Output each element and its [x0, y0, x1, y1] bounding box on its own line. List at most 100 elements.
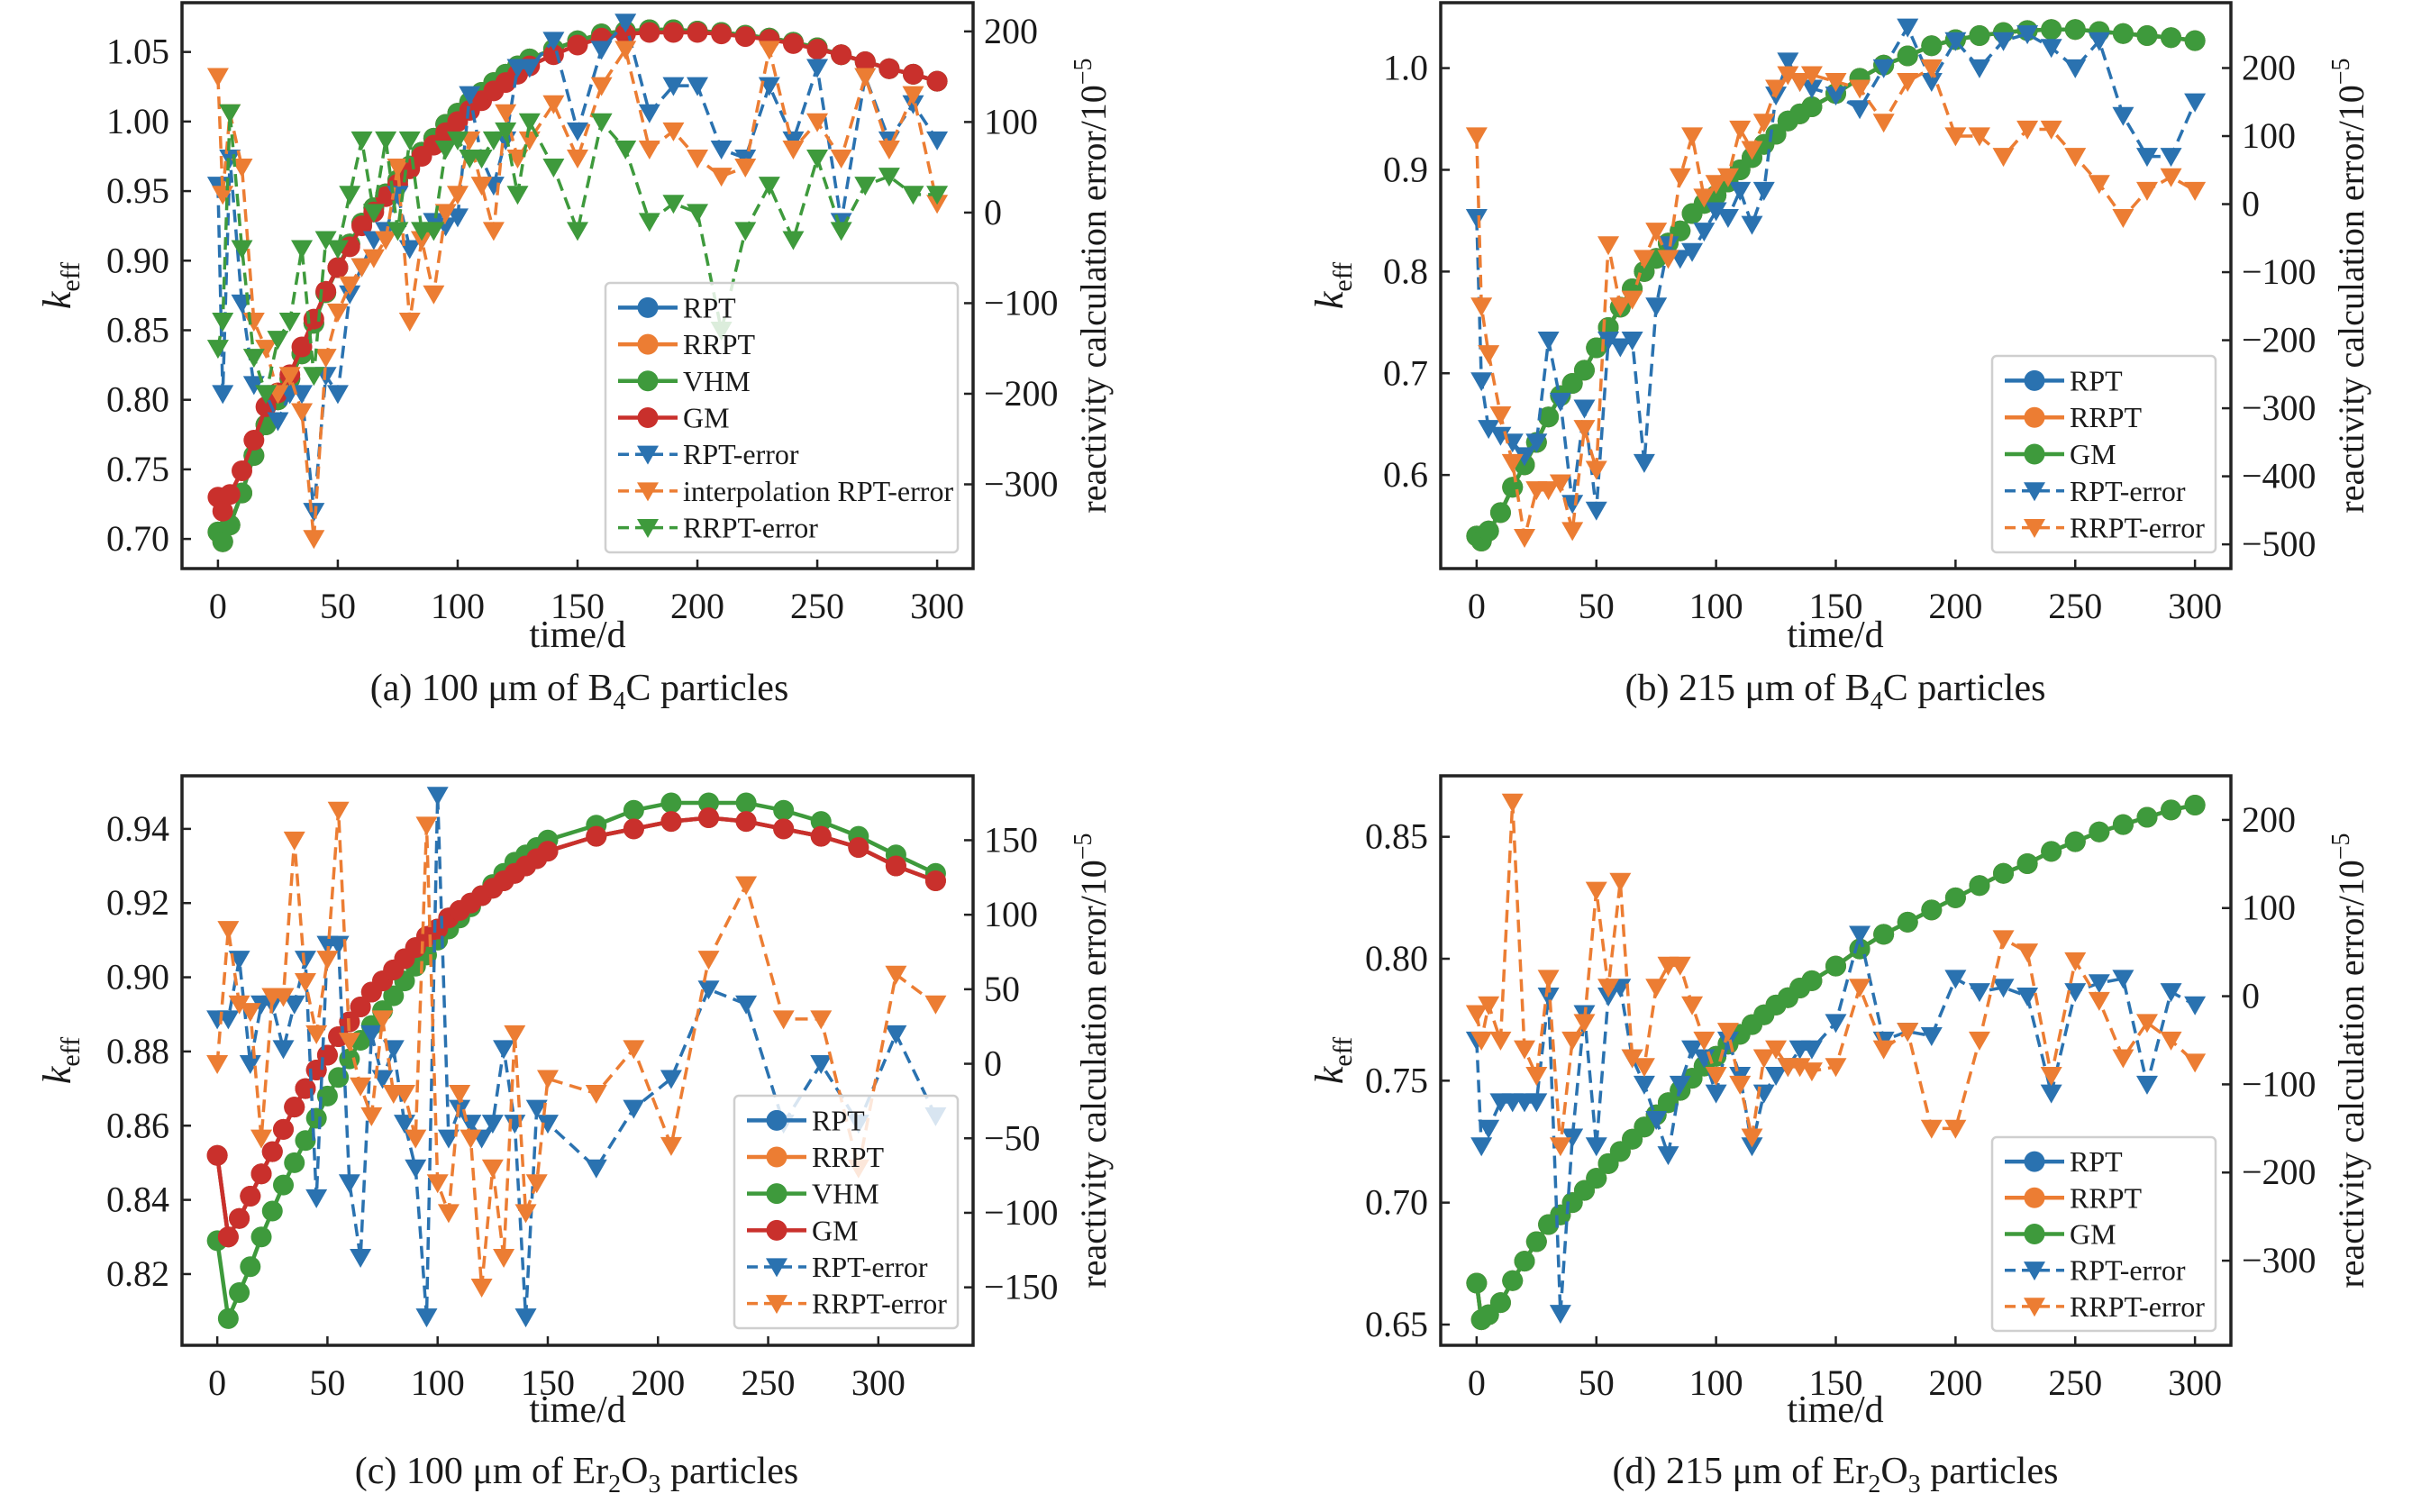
series-line: [217, 795, 937, 1317]
x-tick-label: 100: [411, 1362, 465, 1403]
data-point-triangle: [1920, 59, 1943, 78]
data-point-circle: [212, 531, 233, 552]
y-tick-label: 0.80: [1365, 938, 1428, 979]
data-point-triangle: [697, 951, 720, 970]
legend-marker-triangle: [2024, 1262, 2045, 1281]
data-point-circle: [291, 336, 313, 358]
data-point-triangle: [423, 222, 445, 241]
data-point-triangle: [506, 186, 529, 205]
x-tick-label: 200: [631, 1362, 685, 1403]
data-point-triangle: [1872, 1040, 1895, 1060]
legend-marker-circle: [766, 1109, 787, 1131]
data-point-triangle: [350, 1077, 372, 1097]
data-point-triangle: [590, 113, 613, 132]
y-tick-label: 0.88: [106, 1031, 169, 1071]
data-point-circle: [662, 22, 684, 43]
data-point-triangle: [314, 231, 337, 250]
legend-marker-circle: [766, 1146, 787, 1168]
x-tick-label: 300: [851, 1362, 906, 1403]
data-point-triangle: [212, 312, 234, 332]
x-tick-label: 0: [208, 1362, 226, 1403]
data-point-triangle: [1657, 236, 1679, 256]
data-point-triangle: [493, 1040, 515, 1060]
x-tick-label: 100: [1689, 586, 1743, 626]
y2-axis-label-sup: −5: [1069, 833, 1097, 860]
data-point-circle: [1873, 924, 1895, 945]
data-point-triangle: [1470, 1137, 1493, 1157]
y2-tick-label: −150: [984, 1267, 1059, 1307]
data-point-triangle: [338, 1174, 360, 1194]
legend-label: RPT-error: [2070, 1254, 2186, 1287]
data-point-triangle: [1705, 175, 1727, 195]
data-point-circle: [687, 22, 708, 43]
data-point-triangle: [1525, 1067, 1548, 1087]
data-point-triangle: [1729, 1075, 1752, 1095]
legend-marker-circle: [766, 1183, 787, 1205]
data-point-triangle: [710, 168, 733, 187]
data-point-triangle: [242, 349, 265, 369]
data-point-triangle: [885, 965, 907, 985]
chart-panel-a: 0 50 100 150 200 250 300 0.70 0.75 0.80 0.85 0.90 0.…: [35, 1, 1114, 715]
data-point-triangle: [434, 204, 457, 223]
data-point-triangle: [514, 1204, 537, 1224]
data-point-triangle: [326, 303, 349, 323]
legend-marker-circle: [2024, 369, 2045, 391]
legend-item: RPT-error: [747, 1251, 928, 1283]
data-point-circle: [305, 1107, 327, 1129]
data-point-triangle: [387, 159, 409, 178]
series-rrpt-error: [1465, 793, 2207, 1157]
data-point-triangle: [2135, 181, 2158, 201]
y-tick-label: 0.65: [1365, 1304, 1428, 1344]
data-point-triangle: [1825, 1058, 1847, 1078]
legend-marker-circle: [2024, 406, 2045, 428]
data-point-circle: [1969, 875, 1990, 897]
legend-marker-triangle: [2024, 482, 2045, 502]
data-point-triangle: [1992, 979, 2015, 998]
caption-subscript: 2: [608, 1471, 621, 1498]
data-point-triangle: [437, 1204, 460, 1224]
data-point-triangle: [638, 213, 660, 232]
data-point-triangle: [1849, 100, 1871, 120]
series-line: [1475, 934, 2196, 1314]
series-rrpt-error: [206, 801, 947, 1298]
legend-label: RRPT-error: [2070, 512, 2205, 544]
series-rrpt-error: [1465, 59, 2207, 548]
data-point-circle: [383, 985, 405, 1006]
data-point-triangle: [1514, 447, 1536, 467]
data-point-circle: [2064, 19, 2086, 41]
data-point-triangle: [638, 104, 660, 123]
data-point-triangle: [303, 503, 325, 523]
data-point-circle: [2041, 19, 2062, 41]
data-point-triangle: [1765, 1040, 1788, 1060]
data-point-triangle: [426, 787, 449, 806]
data-point-circle: [284, 1152, 305, 1173]
data-point-triangle: [2184, 181, 2207, 201]
data-point-triangle: [2040, 1067, 2062, 1087]
data-point-triangle: [1585, 460, 1607, 480]
data-point-triangle: [2112, 970, 2134, 989]
data-point-triangle: [2112, 1049, 2134, 1069]
data-point-triangle: [2160, 1031, 2182, 1051]
data-point-triangle: [1920, 1119, 1943, 1139]
data-point-triangle: [242, 376, 265, 396]
data-point-triangle: [1597, 979, 1620, 998]
data-point-triangle: [2088, 175, 2110, 195]
data-point-triangle: [371, 1010, 394, 1030]
data-point-circle: [1502, 1270, 1524, 1291]
data-point-triangle: [1657, 250, 1679, 269]
data-point-triangle: [278, 367, 301, 387]
data-point-triangle: [1633, 1075, 1655, 1095]
data-point-triangle: [1561, 1128, 1584, 1148]
data-point-circle: [219, 484, 241, 506]
data-point-triangle: [1752, 1084, 1775, 1104]
x-tick-label: 100: [1689, 1362, 1743, 1403]
data-point-triangle: [1741, 141, 1763, 160]
legend-box: [733, 1094, 960, 1330]
data-point-triangle: [662, 77, 685, 96]
y2-tick-label: −100: [984, 1192, 1059, 1233]
data-point-triangle: [2064, 148, 2087, 168]
data-point-triangle: [1849, 979, 1871, 998]
caption-subscript: 4: [614, 688, 626, 715]
data-point-triangle: [687, 77, 709, 96]
y-tick-label: 0.75: [1365, 1060, 1428, 1100]
